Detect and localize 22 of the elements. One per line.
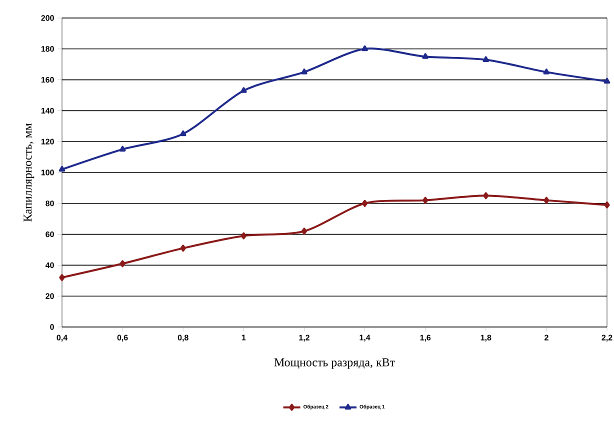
point (119, 146, 126, 152)
point (483, 192, 489, 200)
x-axis-title: Мощность разряда, кВт (274, 358, 395, 369)
point (482, 56, 490, 62)
y-axis-title: Капиллярность, мм (24, 123, 34, 222)
point (180, 244, 186, 252)
point (180, 130, 186, 136)
point (362, 200, 368, 207)
point (422, 196, 428, 204)
point (301, 68, 308, 74)
point (362, 45, 368, 52)
point (59, 274, 65, 282)
point (604, 201, 610, 208)
point (58, 166, 66, 172)
point (604, 78, 610, 84)
point (240, 87, 247, 93)
point (240, 232, 247, 240)
point (301, 228, 308, 235)
point (543, 68, 550, 74)
point (120, 260, 126, 268)
point (544, 196, 550, 204)
point (422, 53, 428, 59)
